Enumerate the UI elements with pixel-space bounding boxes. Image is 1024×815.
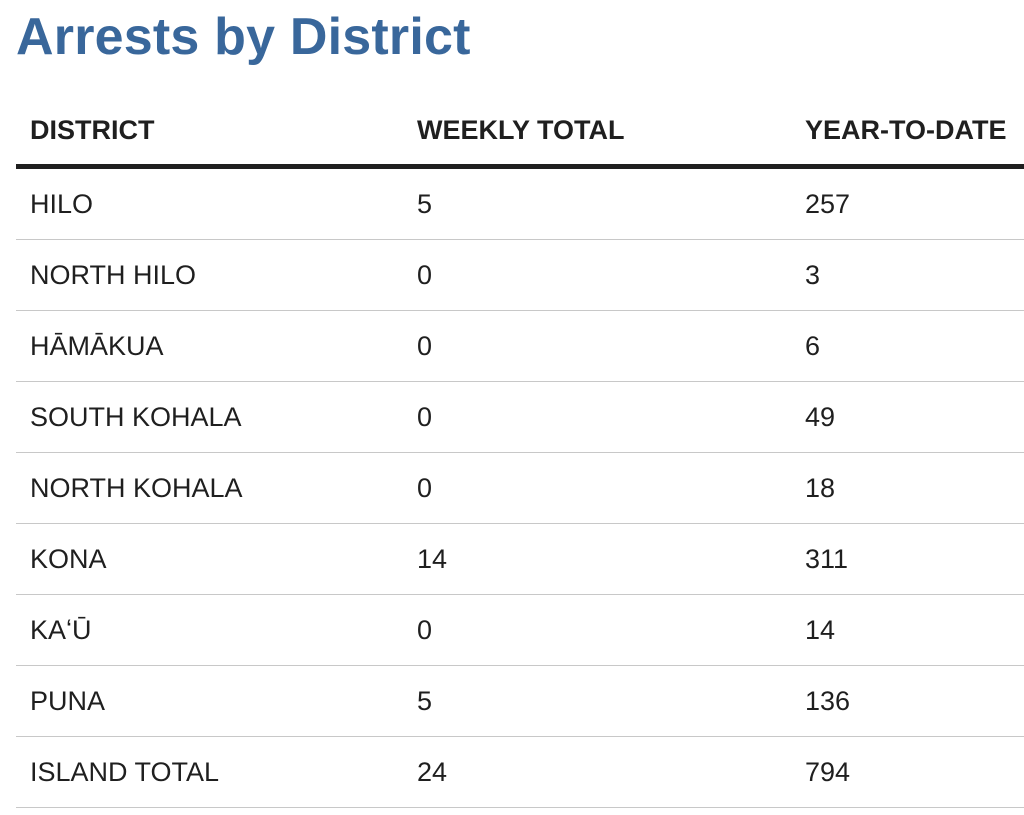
- weekly-total-cell: 24: [403, 736, 791, 808]
- table-row: NORTH KOHALA 0 18: [16, 452, 1024, 524]
- year-to-date-cell: 311: [791, 523, 1024, 595]
- weekly-total-cell: 14: [403, 523, 791, 595]
- year-to-date-cell: 18: [791, 452, 1024, 524]
- table-row: PUNA 5 136: [16, 665, 1024, 737]
- arrests-table-container: DISTRICT WEEKLY TOTAL YEAR-TO-DATE HILO …: [16, 96, 1024, 808]
- district-cell: ISLAND TOTAL: [16, 736, 403, 808]
- weekly-total-cell: 0: [403, 239, 791, 311]
- table-row: KAʻŪ 0 14: [16, 594, 1024, 666]
- year-to-date-cell: 257: [791, 166, 1024, 240]
- arrests-table: DISTRICT WEEKLY TOTAL YEAR-TO-DATE HILO …: [16, 96, 1024, 808]
- column-header-district: DISTRICT: [16, 96, 403, 169]
- table-row: NORTH HILO 0 3: [16, 239, 1024, 311]
- district-cell: HILO: [16, 166, 403, 240]
- year-to-date-cell: 3: [791, 239, 1024, 311]
- table-row: HĀMĀKUA 0 6: [16, 310, 1024, 382]
- page-title: Arrests by District: [16, 8, 471, 66]
- weekly-total-cell: 0: [403, 310, 791, 382]
- year-to-date-cell: 136: [791, 665, 1024, 737]
- district-cell: PUNA: [16, 665, 403, 737]
- year-to-date-cell: 6: [791, 310, 1024, 382]
- weekly-total-cell: 5: [403, 665, 791, 737]
- district-cell: HĀMĀKUA: [16, 310, 403, 382]
- column-header-year-to-date: YEAR-TO-DATE: [791, 96, 1024, 169]
- district-cell: NORTH KOHALA: [16, 452, 403, 524]
- header-row: DISTRICT WEEKLY TOTAL YEAR-TO-DATE: [16, 96, 1024, 169]
- year-to-date-cell: 49: [791, 381, 1024, 453]
- year-to-date-cell: 794: [791, 736, 1024, 808]
- weekly-total-cell: 0: [403, 381, 791, 453]
- table-row: HILO 5 257: [16, 166, 1024, 240]
- weekly-total-cell: 0: [403, 452, 791, 524]
- column-header-weekly-total: WEEKLY TOTAL: [403, 96, 791, 169]
- weekly-total-cell: 0: [403, 594, 791, 666]
- table-row-total: ISLAND TOTAL 24 794: [16, 736, 1024, 808]
- year-to-date-cell: 14: [791, 594, 1024, 666]
- table-header: DISTRICT WEEKLY TOTAL YEAR-TO-DATE: [16, 96, 1024, 169]
- district-cell: NORTH HILO: [16, 239, 403, 311]
- district-cell: KAʻŪ: [16, 594, 403, 666]
- district-cell: KONA: [16, 523, 403, 595]
- district-cell: SOUTH KOHALA: [16, 381, 403, 453]
- weekly-total-cell: 5: [403, 166, 791, 240]
- table-row: KONA 14 311: [16, 523, 1024, 595]
- table-body: HILO 5 257 NORTH HILO 0 3 HĀMĀKUA 0 6 SO…: [16, 166, 1024, 808]
- table-row: SOUTH KOHALA 0 49: [16, 381, 1024, 453]
